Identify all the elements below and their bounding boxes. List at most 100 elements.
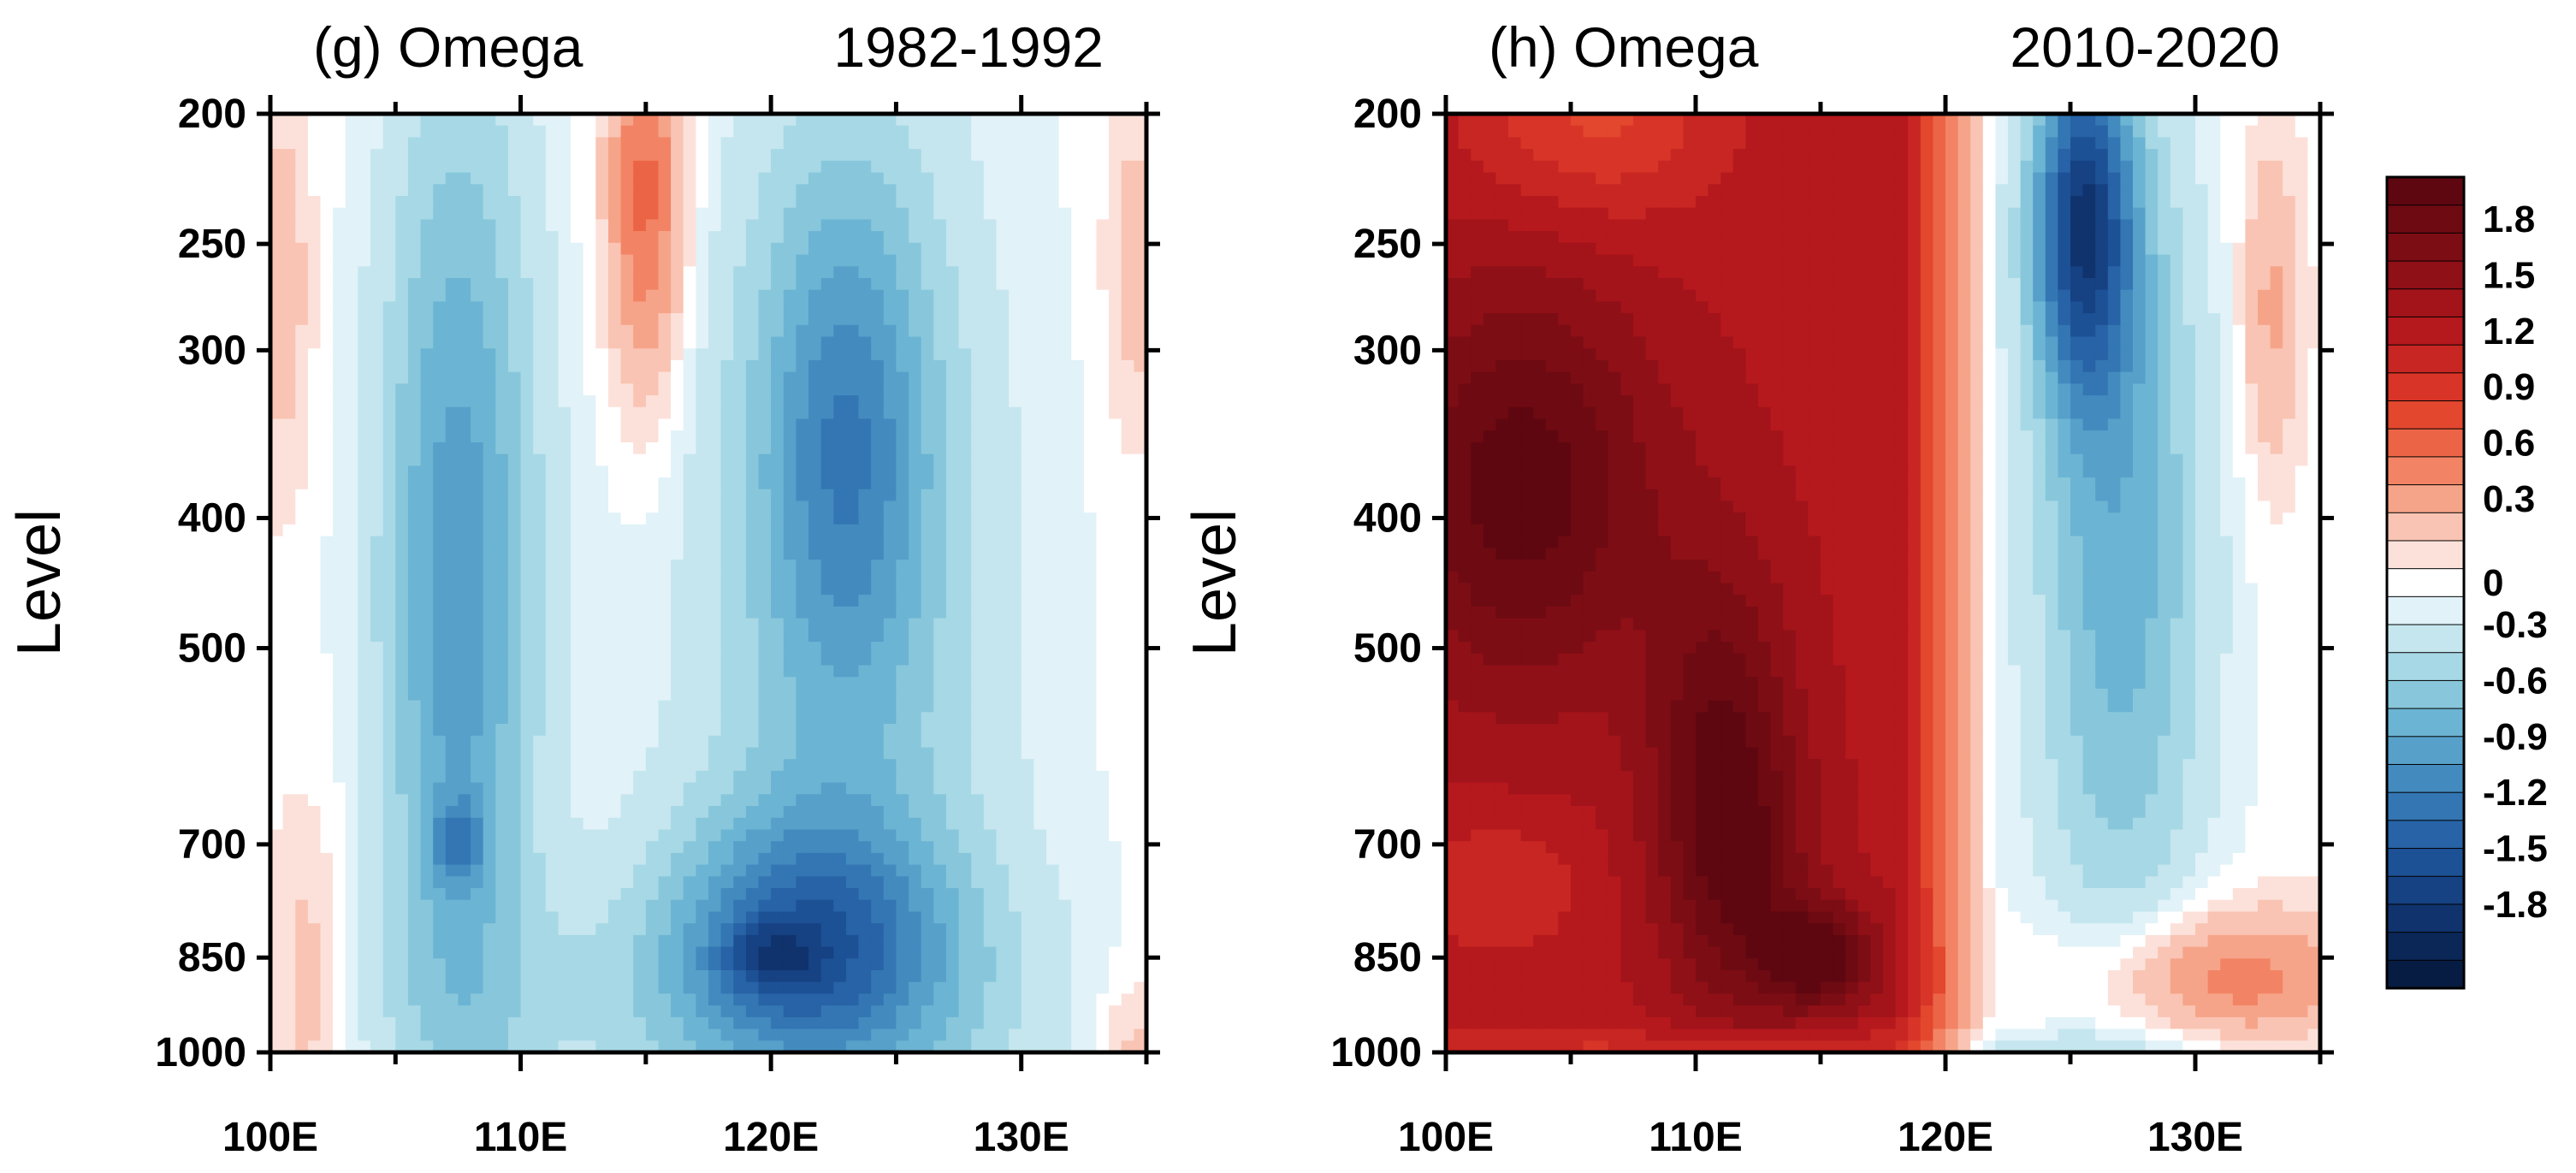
field-cell [407, 149, 422, 162]
field-cell [1033, 911, 1047, 924]
field-cell [758, 724, 772, 737]
field-cell [945, 219, 960, 232]
field-cell [270, 665, 284, 678]
field-cell [833, 231, 847, 244]
field-cell [1058, 278, 1072, 291]
field-cell [445, 418, 459, 431]
field-cell [708, 196, 722, 209]
field-cell [696, 313, 709, 326]
field-cell [583, 231, 597, 244]
field-cell [507, 313, 522, 326]
field-cell [370, 806, 384, 819]
field-cell [295, 700, 309, 714]
field-cell [845, 888, 860, 901]
field-cell [1071, 735, 1085, 749]
field-cell [282, 747, 296, 760]
field-cell [871, 242, 885, 256]
field-cell [583, 700, 597, 714]
field-cell [958, 888, 972, 901]
field-cell [645, 501, 660, 513]
field-cell [471, 219, 484, 232]
field-cell [420, 536, 434, 549]
field-cell [1071, 289, 1085, 303]
field-cell [633, 348, 647, 361]
field-cell [896, 336, 909, 349]
field-cell [896, 817, 909, 831]
field-cell [458, 465, 471, 478]
field-cell [520, 759, 534, 772]
field-cell [445, 278, 459, 291]
field-cell [395, 911, 409, 924]
field-cell [595, 852, 609, 866]
field-cell [1134, 453, 1147, 467]
field-cell [883, 231, 897, 244]
field-cell [583, 442, 597, 455]
field-cell [645, 876, 660, 889]
field-cell [796, 653, 809, 666]
field-cell [1109, 782, 1122, 796]
field-cell [820, 289, 835, 303]
field-cell [270, 360, 284, 373]
field-cell [307, 630, 322, 643]
field-cell [996, 254, 1010, 268]
field-cell [996, 137, 1010, 150]
field-cell [407, 864, 422, 878]
field-cell [720, 829, 734, 842]
field-cell [471, 548, 484, 560]
field-cell [871, 606, 885, 619]
field-cell [820, 829, 835, 842]
field-cell [645, 841, 660, 854]
field-cell [1021, 289, 1035, 303]
field-cell [307, 430, 322, 443]
field-cell [445, 348, 459, 361]
field-cell [407, 888, 422, 901]
field-cell [696, 207, 709, 221]
field-cell [883, 348, 897, 361]
field-cell [1033, 548, 1047, 560]
field-cell [696, 876, 709, 889]
field-cell [633, 653, 647, 666]
field-cell [571, 712, 584, 725]
field-cell [758, 313, 772, 326]
field-cell [820, 642, 835, 655]
field-cell [595, 548, 609, 560]
field-cell [658, 724, 672, 737]
field-cell [696, 242, 709, 256]
field-cell [533, 442, 547, 455]
field-cell [733, 114, 747, 127]
field-cell [1121, 477, 1135, 490]
field-cell [745, 348, 760, 361]
field-cell [1033, 888, 1047, 901]
field-cell [909, 806, 922, 819]
field-cell [858, 782, 872, 796]
field-cell [683, 630, 697, 643]
field-cell [382, 653, 397, 666]
field-cell [845, 817, 860, 831]
field-cell [471, 149, 484, 162]
field-cell [595, 747, 609, 760]
field-cell [520, 360, 534, 373]
field-cell [270, 430, 284, 443]
field-cell [671, 724, 684, 737]
field-cell [858, 160, 872, 174]
field-cell [595, 571, 609, 584]
field-cell [1021, 371, 1035, 385]
field-cell [445, 536, 459, 549]
field-cell [458, 864, 471, 878]
field-cell [758, 524, 772, 537]
field-cell [1121, 219, 1135, 232]
field-cell [1071, 841, 1085, 854]
field-cell [1121, 406, 1135, 420]
field-cell [958, 137, 972, 150]
field-cell [783, 688, 797, 702]
field-cell [871, 923, 885, 936]
field-cell [820, 219, 835, 232]
field-cell [583, 524, 597, 537]
field-cell [433, 289, 447, 303]
field-cell [833, 782, 847, 796]
field-cell [896, 453, 909, 467]
field-cell [733, 406, 747, 420]
field-cell [571, 114, 584, 127]
field-cell [370, 911, 384, 924]
field-cell [958, 406, 972, 420]
